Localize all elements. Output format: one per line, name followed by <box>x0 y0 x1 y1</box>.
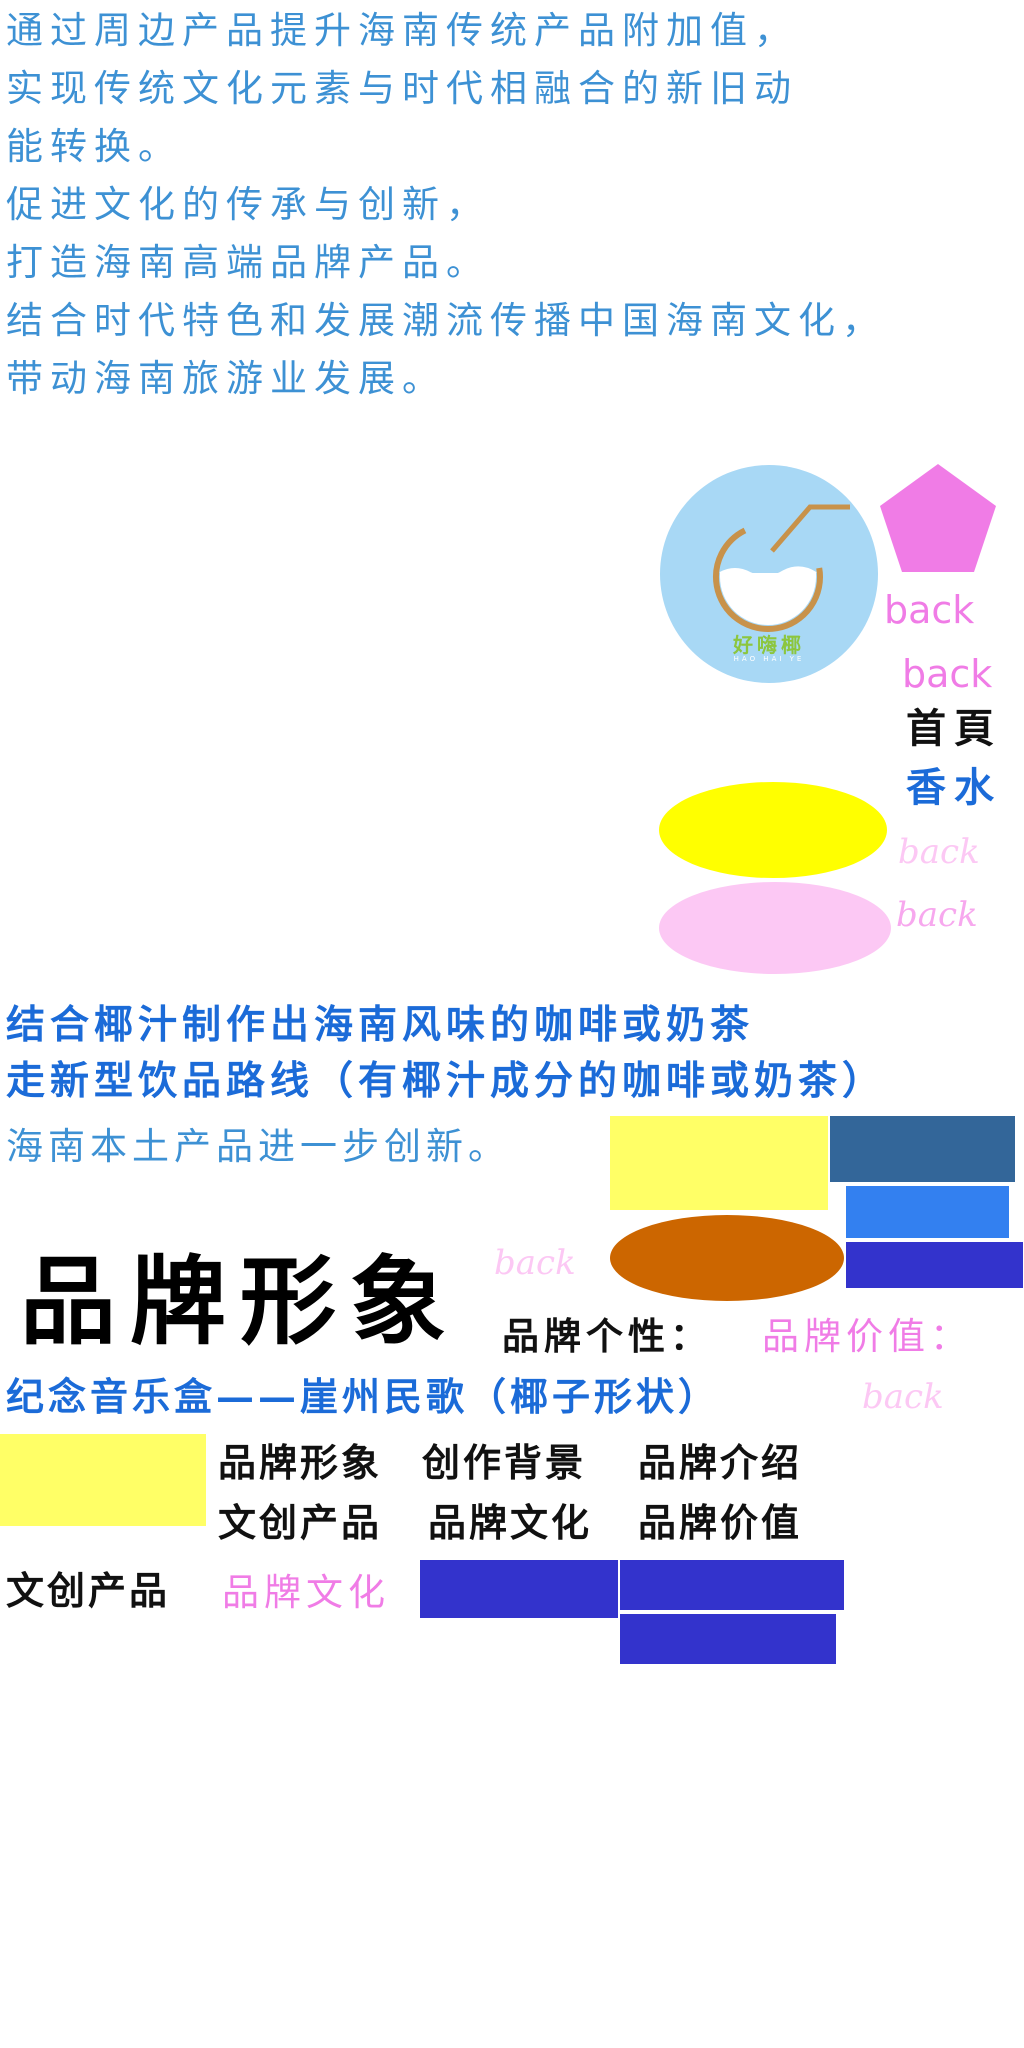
menu-creation-background[interactable]: 创作背景 <box>422 1440 587 1485</box>
music-box-line: 纪念音乐盒——崖州民歌（椰子形状） <box>6 1374 721 1419</box>
home-link[interactable]: 首頁 <box>906 705 1002 752</box>
back-link-light-1[interactable]: back <box>898 832 980 872</box>
menu-brand-intro[interactable]: 品牌介绍 <box>638 1440 803 1485</box>
menu-brand-culture[interactable]: 品牌文化 <box>428 1500 593 1545</box>
brand-value-label: 品牌价值： <box>762 1315 972 1358</box>
menu-creative-products[interactable]: 文创产品 <box>218 1500 383 1545</box>
bright-blue-block[interactable] <box>846 1186 1009 1238</box>
back-link-pink-1[interactable]: back <box>884 588 975 632</box>
yellow-menu-block[interactable] <box>0 1434 206 1526</box>
intro-line-1: 通过周边产品提升海南传统产品附加值， <box>6 9 798 52</box>
brand-title: 品牌形象 <box>20 1245 460 1358</box>
back-link-light-4[interactable]: back <box>862 1377 944 1417</box>
bottom-creative-products[interactable]: 文创产品 <box>6 1568 171 1613</box>
soft-yellow-block[interactable] <box>610 1116 828 1210</box>
intro-line-7: 带动海南旅游业发展。 <box>6 357 446 400</box>
intro-line-2: 实现传统文化元素与时代相融合的新旧动 <box>6 67 798 110</box>
intro-line-4: 促进文化的传承与创新， <box>6 183 490 226</box>
indigo-block-bottom-2[interactable] <box>620 1560 844 1610</box>
indigo-block-bottom-1[interactable] <box>420 1560 618 1618</box>
drink-line-3: 海南本土产品进一步创新。 <box>6 1125 510 1168</box>
back-link-pink-2[interactable]: back <box>902 652 993 696</box>
logo-name-cn: 好嗨椰 <box>733 633 805 657</box>
logo-badge[interactable]: 好嗨椰 HAO HAI YE <box>660 465 878 683</box>
back-link-light-3[interactable]: back <box>494 1243 576 1283</box>
bottom-brand-culture[interactable]: 品牌文化 <box>222 1571 390 1614</box>
perfume-link[interactable]: 香水 <box>906 764 1002 811</box>
intro-line-6: 结合时代特色和发展潮流传播中国海南文化， <box>6 299 886 342</box>
menu-brand-value[interactable]: 品牌价值 <box>638 1500 803 1545</box>
orange-ellipse-button[interactable] <box>610 1215 844 1301</box>
drink-line-1: 结合椰汁制作出海南风味的咖啡或奶茶 <box>6 1002 755 1048</box>
back-link-light-2[interactable]: back <box>896 895 978 935</box>
intro-line-5: 打造海南高端品牌产品。 <box>6 241 490 284</box>
yellow-ellipse-button[interactable] <box>659 782 887 878</box>
drink-line-2: 走新型饮品路线（有椰汁成分的咖啡或奶茶） <box>6 1058 887 1104</box>
coconut-cup-icon <box>713 504 850 632</box>
menu-brand-image[interactable]: 品牌形象 <box>218 1440 383 1485</box>
steel-blue-block[interactable] <box>830 1116 1015 1182</box>
intro-line-3: 能转换。 <box>6 125 182 168</box>
indigo-block-bottom-3[interactable] <box>620 1614 836 1664</box>
pink-ellipse-button[interactable] <box>659 882 891 974</box>
brand-personality-label: 品牌个性： <box>502 1314 712 1358</box>
logo-name-pinyin: HAO HAI YE <box>733 655 805 663</box>
pentagon-icon[interactable] <box>878 462 998 574</box>
indigo-block-right[interactable] <box>846 1242 1023 1288</box>
